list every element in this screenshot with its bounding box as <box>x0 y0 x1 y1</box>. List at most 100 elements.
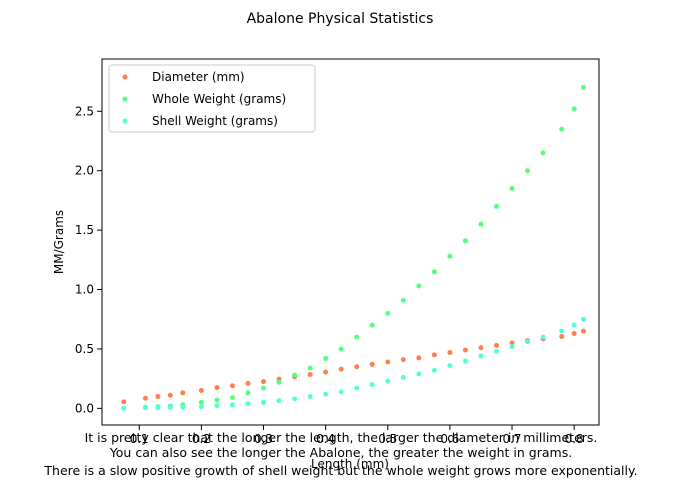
data-point <box>155 393 161 399</box>
data-point <box>493 342 499 348</box>
data-point <box>323 391 329 397</box>
data-point <box>198 399 204 405</box>
data-point <box>121 399 127 405</box>
data-point <box>462 358 468 364</box>
annotation-line-3: There is a slow positive growth of shell… <box>43 463 637 478</box>
y-axis-ticks: 0.0 0.5 1.0 1.5 2.0 2.5 <box>75 104 102 415</box>
chart-title: Abalone Physical Statistics <box>247 11 434 27</box>
data-point <box>276 379 282 385</box>
data-point <box>369 361 375 367</box>
axes-frame <box>101 58 600 426</box>
data-point <box>338 389 344 395</box>
data-point <box>338 346 344 352</box>
x-tick-label: 0.4 <box>316 432 335 446</box>
annotation-line-2: You can also see the longer the Abalone,… <box>109 445 572 460</box>
data-point <box>540 334 546 340</box>
data-point <box>416 371 422 377</box>
data-point <box>180 404 186 410</box>
legend-label-whole-weight: Whole Weight (grams) <box>152 92 286 106</box>
data-point <box>229 402 235 408</box>
data-point <box>493 203 499 209</box>
data-point <box>559 328 565 334</box>
x-axis-label: Length (mm) <box>311 457 389 471</box>
series-2 <box>121 316 586 411</box>
data-point <box>292 396 298 402</box>
data-point <box>559 333 565 339</box>
data-point <box>261 379 267 385</box>
data-point <box>525 168 531 174</box>
data-point <box>142 405 148 411</box>
y-tick-label: 1.5 <box>75 223 94 237</box>
data-point <box>323 369 329 375</box>
data-point <box>540 150 546 156</box>
data-point <box>509 186 515 192</box>
legend-marker-whole-weight <box>122 96 128 102</box>
annotation-caption: It is pretty clear that the longer the l… <box>43 430 637 478</box>
data-point <box>478 353 484 359</box>
data-point <box>229 383 235 389</box>
data-point <box>214 403 220 409</box>
x-axis-ticks: 0.1 0.2 0.3 0.4 0.5 0.6 0.7 0.8 <box>130 425 584 446</box>
y-tick-label: 0.0 <box>75 401 94 415</box>
data-point <box>292 372 298 378</box>
data-point <box>167 404 173 410</box>
legend-label-diameter: Diameter (mm) <box>152 70 245 84</box>
data-point <box>307 393 313 399</box>
data-point <box>478 345 484 351</box>
y-axis-label: MM/Grams <box>52 210 66 274</box>
legend-box <box>108 64 316 133</box>
data-point <box>580 316 586 322</box>
data-point <box>571 106 577 112</box>
data-point <box>155 405 161 411</box>
data-point <box>276 398 282 404</box>
data-point <box>400 374 406 380</box>
y-tick-label: 1.0 <box>75 283 94 297</box>
data-point <box>245 390 251 396</box>
data-point <box>369 322 375 328</box>
data-point <box>354 364 360 370</box>
data-point <box>447 363 453 369</box>
data-point <box>261 399 267 405</box>
data-point <box>385 378 391 384</box>
legend-label-shell-weight: Shell Weight (grams) <box>152 114 278 128</box>
data-point <box>509 340 515 346</box>
data-point <box>462 238 468 244</box>
data-point <box>571 322 577 328</box>
data-point <box>478 221 484 227</box>
data-point <box>416 355 422 361</box>
data-point <box>385 310 391 316</box>
x-tick-label: 0.1 <box>130 432 149 446</box>
data-point <box>385 359 391 365</box>
x-tick-label: 0.7 <box>502 432 521 446</box>
data-point <box>229 395 235 401</box>
data-point <box>431 367 437 373</box>
x-tick-label: 0.2 <box>192 432 211 446</box>
data-point <box>354 385 360 391</box>
data-point <box>509 344 515 350</box>
data-point <box>180 390 186 396</box>
data-point <box>142 395 148 401</box>
y-tick-label: 0.5 <box>75 342 94 356</box>
data-point <box>198 388 204 394</box>
data-point <box>571 331 577 336</box>
data-point <box>369 382 375 388</box>
legend-marker-shell-weight <box>122 118 128 124</box>
data-point <box>493 348 499 354</box>
x-tick-label: 0.5 <box>378 432 397 446</box>
data-point <box>400 357 406 363</box>
data-point <box>431 269 437 275</box>
data-point <box>121 405 127 411</box>
y-tick-label: 2.5 <box>75 104 94 118</box>
data-point <box>323 355 329 361</box>
data-point <box>261 385 267 391</box>
data-point <box>462 347 468 353</box>
data-point <box>580 328 586 334</box>
data-point <box>245 401 251 407</box>
x-tick-label: 0.3 <box>254 432 273 446</box>
x-tick-label: 0.8 <box>565 432 584 446</box>
data-point <box>338 366 344 372</box>
legend-marker-diameter <box>122 74 128 80</box>
data-point <box>431 352 437 358</box>
data-point <box>400 297 406 303</box>
